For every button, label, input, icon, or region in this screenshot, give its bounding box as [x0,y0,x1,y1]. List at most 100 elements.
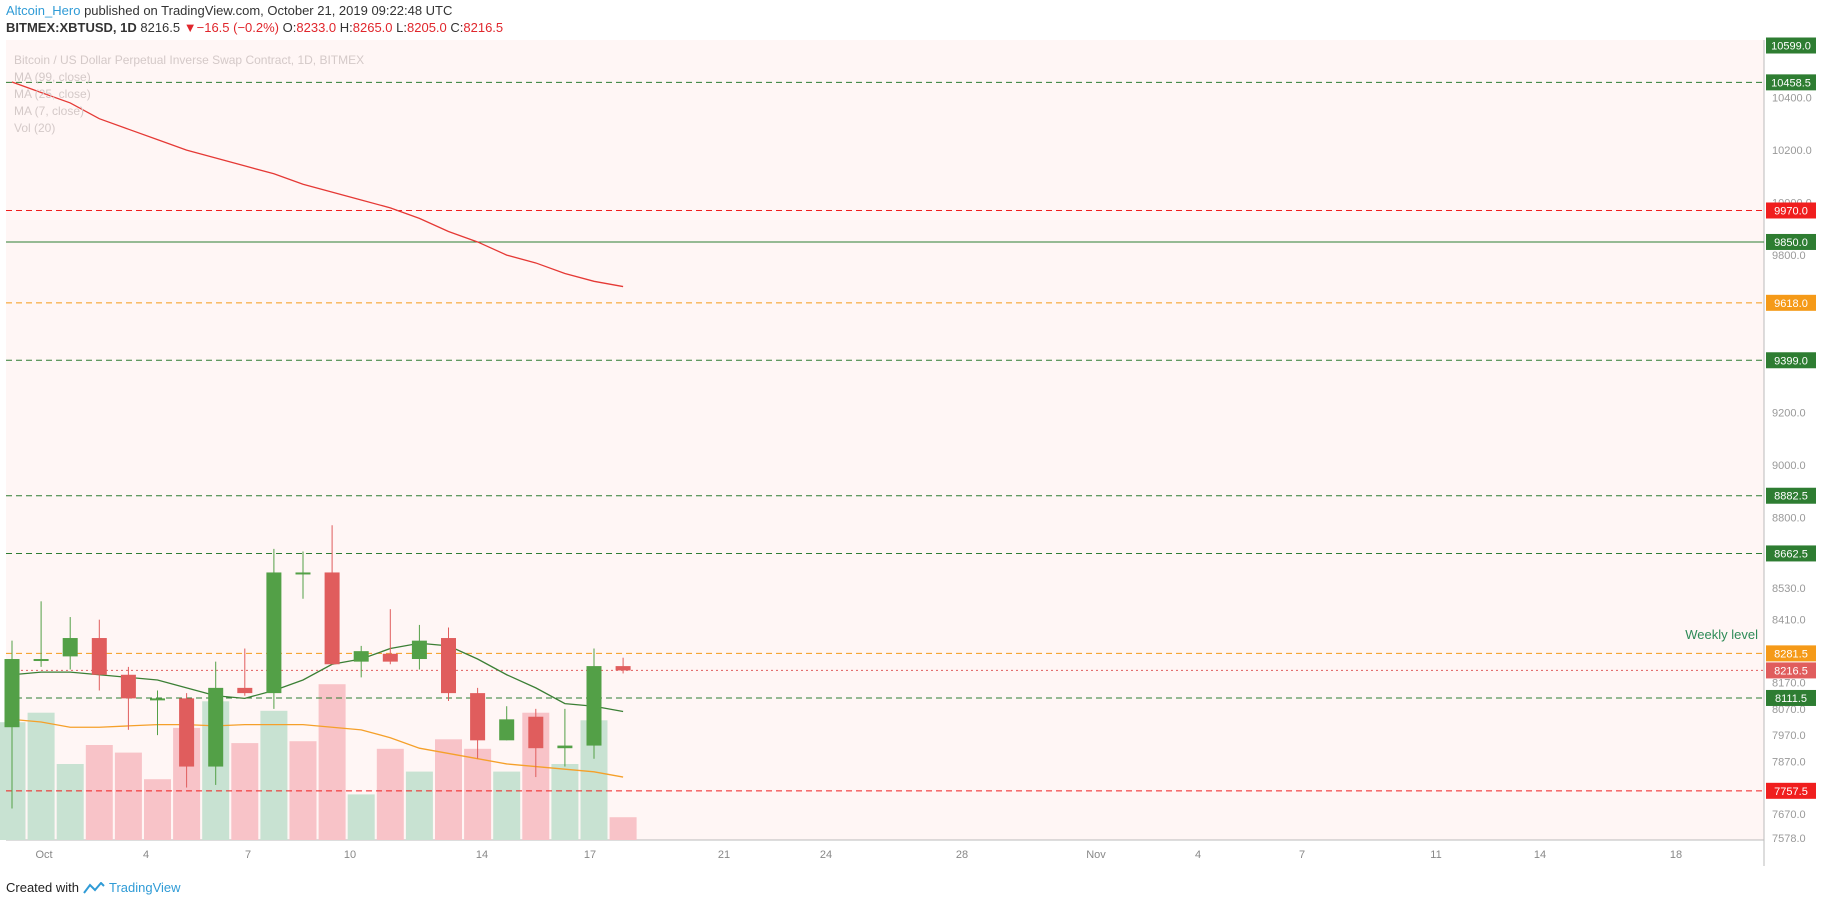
candle-body [324,572,340,665]
candle-body [470,693,486,741]
ma25-line [11,718,624,778]
candle [120,666,136,730]
candle [208,661,224,785]
candle-body [266,572,282,694]
time-tick-label: Nov [1086,849,1106,861]
candle-body [179,698,195,767]
price-label-box [1766,645,1816,662]
price-label-box [1766,782,1816,799]
candle [353,645,369,678]
plot-background [6,40,1764,840]
candle [499,706,515,741]
last-price: 8216.5 [140,20,181,35]
tradingview-link[interactable]: TradingView [108,880,181,895]
author-link[interactable]: Altcoin_Hero [6,3,81,18]
price-tick-label: 9800.0 [1772,250,1806,262]
price-tick-label: 7970.0 [1772,730,1806,742]
time-tick-label: 4 [1195,849,1201,861]
volume-bar [0,722,26,840]
time-tick-label: 7 [1299,849,1305,861]
volume-bar [289,741,317,840]
time-tick-label: 4 [143,849,149,861]
candle-body [411,640,427,660]
open-label: O: [282,20,297,35]
volume-bars [0,684,637,840]
candle-body [4,659,20,728]
legend-ma99: MA (99, close) [14,70,91,84]
price-label-box [1766,74,1816,91]
price-tick-label: 9200.0 [1772,407,1806,419]
close-label: C: [450,20,464,35]
symbol-quote: BITMEX:XBTUSD, 1D 8216.5 ▼−16.5 (−0.2%) … [6,20,503,35]
price-label-text: 8111.5 [1775,693,1807,705]
price-tick-label: 7578.0 [1772,833,1806,845]
moving-averages [11,81,624,778]
candle [62,617,78,670]
price-label-text: 9399.0 [1774,355,1808,367]
volume-bar [551,764,579,840]
candle [91,619,107,691]
candle-body [208,687,224,767]
candle-body [557,745,573,749]
candle [150,690,165,736]
price-tick-label: 10400.0 [1772,93,1812,105]
price-label-box [1766,37,1816,54]
price-label-text: 8281.5 [1774,648,1808,660]
candle-body [615,666,631,671]
volume-bar [144,779,171,840]
open-value: 8233.0 [296,20,337,35]
low-value: 8205.0 [407,20,447,35]
volume-bar [405,771,433,840]
high-label: H: [339,20,353,35]
time-tick-label: 18 [1670,849,1682,861]
candle [33,601,49,667]
price-tick-label: 8530.0 [1772,583,1806,595]
publish-info: Altcoin_Hero published on TradingView.co… [6,3,452,18]
candle-body [528,716,544,749]
price-label-box [1766,487,1816,504]
candle [237,648,253,696]
time-tick-label: 21 [718,849,730,861]
time-tick-label: 11 [1430,849,1441,861]
time-tick-label: 28 [956,849,968,861]
volume-bar [435,739,462,840]
weekly-level-annotation: Weekly level [1685,627,1758,642]
candle-body [382,653,398,662]
volume-bar [376,748,404,840]
volume-bar [493,771,521,840]
close-value: 8216.5 [463,20,504,35]
time-tick-label: 17 [584,849,596,861]
volume-bar [114,752,142,840]
candle [615,657,631,674]
volume-bar [260,710,288,840]
price-label-box [1766,233,1816,250]
level-lines [6,81,1764,792]
symbol-label: BITMEX:XBTUSD, 1D [6,20,137,35]
time-tick-label: 14 [1534,849,1546,861]
volume-bar [231,743,259,840]
candle-body [150,698,165,701]
price-label-box [1766,689,1816,706]
candle-body [295,572,311,575]
price-label-box [1766,662,1816,679]
price-label-box [1766,294,1816,311]
price-label-text: 7757.5 [1774,786,1808,798]
candle [470,687,486,759]
candle [266,548,282,709]
price-tick-label: 7670.0 [1772,809,1806,821]
candle-body [62,638,78,657]
footer: Created with TradingView [6,880,181,895]
price-tick-label: 10200.0 [1772,145,1812,157]
published-text: published on TradingView.com, October 21… [84,3,453,18]
volume-bar [347,794,375,840]
candle-body [441,638,456,694]
price-tick-label: 8070.0 [1772,704,1806,716]
time-tick-label: 24 [820,849,832,861]
candle-body [91,638,107,675]
candle [295,551,311,599]
price-change: −16.5 (−0.2%) [196,20,280,35]
price-label-text: 10599.0 [1771,41,1811,53]
price-tick-label: 9000.0 [1772,460,1806,472]
candle [179,693,195,788]
